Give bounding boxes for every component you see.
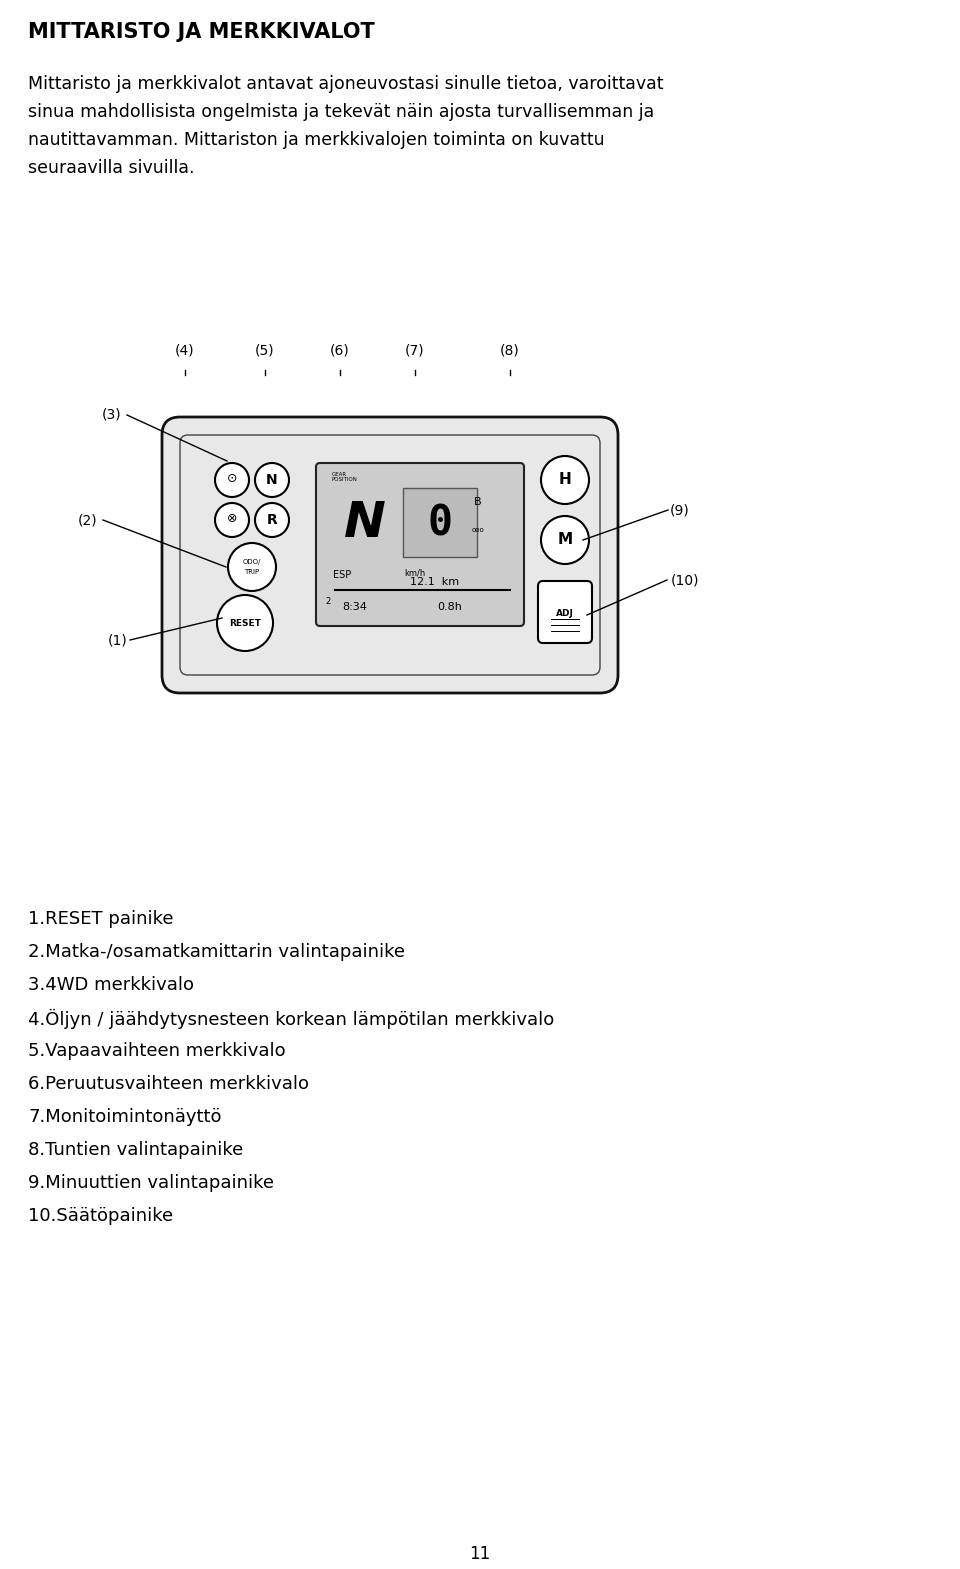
Text: Mittaristo ja merkkivalot antavat ajoneuvostasi sinulle tietoa, varoittavat: Mittaristo ja merkkivalot antavat ajoneu… bbox=[28, 75, 663, 93]
FancyBboxPatch shape bbox=[162, 417, 618, 693]
Circle shape bbox=[228, 543, 276, 592]
Text: ESP: ESP bbox=[333, 570, 351, 581]
Text: (4): (4) bbox=[175, 344, 195, 358]
Text: (2): (2) bbox=[78, 513, 98, 527]
Text: TRIP: TRIP bbox=[245, 570, 259, 574]
Text: ⊙: ⊙ bbox=[227, 472, 237, 485]
Text: ODO/: ODO/ bbox=[243, 559, 261, 565]
Text: 4.Öljyn / jäähdytysnesteen korkean lämpötilan merkkivalo: 4.Öljyn / jäähdytysnesteen korkean lämpö… bbox=[28, 1009, 554, 1029]
Text: 6.Peruutusvaihteen merkkivalo: 6.Peruutusvaihteen merkkivalo bbox=[28, 1075, 309, 1094]
Text: GEAR
POSITION: GEAR POSITION bbox=[332, 472, 358, 482]
Text: 11: 11 bbox=[469, 1545, 491, 1563]
Text: 12.1  km: 12.1 km bbox=[411, 577, 460, 587]
Text: seuraavilla sivuilla.: seuraavilla sivuilla. bbox=[28, 158, 195, 177]
Text: nautittavamman. Mittariston ja merkkivalojen toiminta on kuvattu: nautittavamman. Mittariston ja merkkival… bbox=[28, 130, 605, 149]
Text: (9): (9) bbox=[670, 504, 690, 518]
Text: sinua mahdollisista ongelmista ja tekevät näin ajosta turvallisemman ja: sinua mahdollisista ongelmista ja tekevä… bbox=[28, 104, 655, 121]
Text: 3.4WD merkkivalo: 3.4WD merkkivalo bbox=[28, 976, 194, 995]
Text: R: R bbox=[267, 513, 277, 527]
Circle shape bbox=[541, 457, 589, 504]
FancyBboxPatch shape bbox=[403, 488, 477, 557]
Text: 8.Tuntien valintapainike: 8.Tuntien valintapainike bbox=[28, 1141, 243, 1159]
Text: (5): (5) bbox=[255, 344, 275, 358]
Text: 0.8h: 0.8h bbox=[438, 602, 463, 612]
Text: km/h: km/h bbox=[404, 568, 425, 577]
Text: 5.Vapaavaihteen merkkivalo: 5.Vapaavaihteen merkkivalo bbox=[28, 1042, 286, 1061]
Text: 2.Matka-/osamatkamittarin valintapainike: 2.Matka-/osamatkamittarin valintapainike bbox=[28, 943, 405, 960]
Text: ⊗: ⊗ bbox=[227, 511, 237, 524]
Text: 0: 0 bbox=[427, 502, 452, 544]
Text: B: B bbox=[474, 497, 482, 507]
Text: (10): (10) bbox=[671, 573, 699, 587]
Text: 8:34: 8:34 bbox=[343, 602, 368, 612]
Text: 1.RESET painike: 1.RESET painike bbox=[28, 910, 174, 927]
Text: ADJ: ADJ bbox=[556, 609, 574, 618]
Text: (1): (1) bbox=[108, 632, 128, 646]
Text: M: M bbox=[558, 532, 572, 548]
Text: (6): (6) bbox=[330, 344, 349, 358]
Circle shape bbox=[541, 516, 589, 563]
Text: MITTARISTO JA MERKKIVALOT: MITTARISTO JA MERKKIVALOT bbox=[28, 22, 374, 42]
Circle shape bbox=[215, 463, 249, 497]
Circle shape bbox=[255, 463, 289, 497]
Text: N: N bbox=[266, 472, 277, 486]
Text: (3): (3) bbox=[102, 408, 122, 422]
Circle shape bbox=[217, 595, 273, 651]
Circle shape bbox=[255, 504, 289, 537]
Text: (7): (7) bbox=[405, 344, 425, 358]
Text: 9.Minuuttien valintapainike: 9.Minuuttien valintapainike bbox=[28, 1174, 274, 1192]
Text: 7.Monitoimintonäyttö: 7.Monitoimintonäyttö bbox=[28, 1108, 222, 1127]
FancyBboxPatch shape bbox=[316, 463, 524, 626]
Circle shape bbox=[215, 504, 249, 537]
Text: 2: 2 bbox=[325, 596, 330, 606]
Text: 10.Säätöpainike: 10.Säätöpainike bbox=[28, 1207, 173, 1225]
Text: RESET: RESET bbox=[229, 618, 261, 628]
FancyBboxPatch shape bbox=[538, 581, 592, 643]
Text: ooo: ooo bbox=[471, 527, 485, 533]
Text: H: H bbox=[559, 472, 571, 488]
Text: N: N bbox=[344, 499, 386, 548]
Text: (8): (8) bbox=[500, 344, 520, 358]
